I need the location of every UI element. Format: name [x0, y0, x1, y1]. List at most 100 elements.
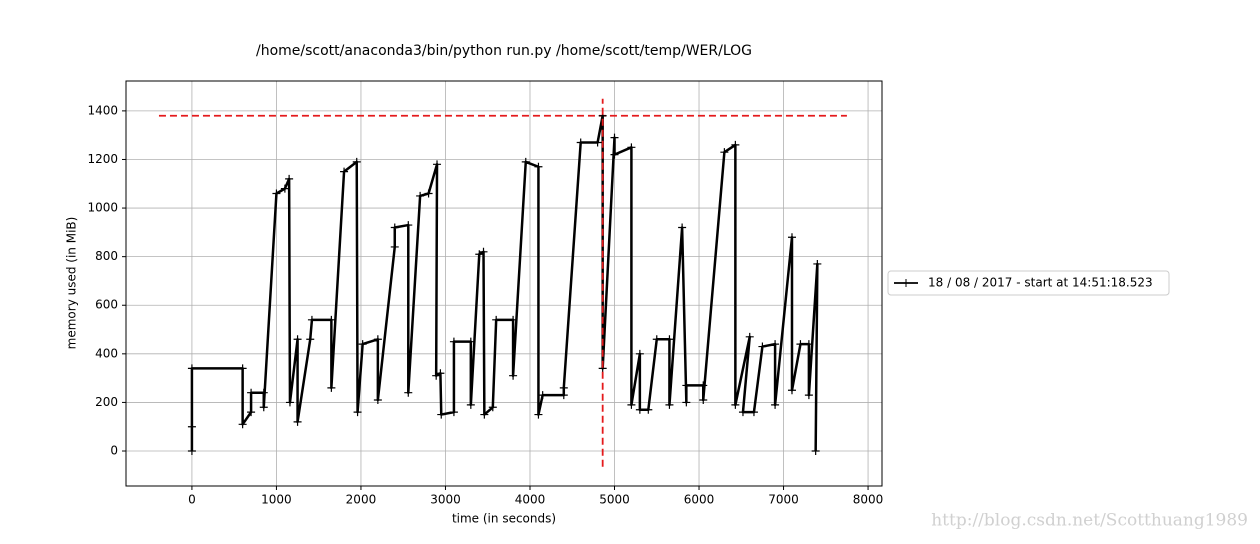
point-marker	[534, 162, 543, 171]
point-marker	[272, 189, 281, 198]
y-tick-label: 1200	[87, 152, 118, 166]
point-marker	[466, 400, 475, 409]
point-marker	[521, 157, 530, 166]
watermark: http://blog.csdn.net/Scotthuang1989	[931, 511, 1248, 531]
point-marker	[720, 148, 729, 157]
point-marker	[433, 160, 442, 169]
point-marker	[610, 133, 619, 142]
y-tick-label: 200	[95, 395, 118, 409]
point-marker	[610, 150, 619, 159]
point-marker	[492, 315, 501, 324]
point-marker	[538, 391, 547, 400]
point-marker	[307, 315, 316, 324]
point-marker	[475, 250, 484, 259]
point-marker	[749, 408, 758, 417]
point-marker	[813, 259, 822, 268]
point-marker	[699, 395, 708, 404]
point-marker	[811, 447, 820, 456]
point-marker	[534, 410, 543, 419]
point-marker	[738, 408, 747, 417]
point-marker	[665, 335, 674, 344]
point-marker	[259, 403, 268, 412]
x-tick-label: 7000	[768, 493, 799, 507]
point-marker	[796, 340, 805, 349]
point-marker	[644, 405, 653, 414]
point-marker	[187, 364, 196, 373]
point-marker	[436, 369, 445, 378]
point-marker	[627, 143, 636, 152]
y-tick-label: 1000	[87, 201, 118, 215]
point-marker	[635, 349, 644, 358]
point-marker	[327, 383, 336, 392]
point-marker	[390, 223, 399, 232]
point-marker	[466, 337, 475, 346]
point-marker	[652, 335, 661, 344]
point-marker	[373, 395, 382, 404]
point-marker	[306, 335, 315, 344]
point-marker	[678, 223, 687, 232]
y-tick-label: 800	[95, 249, 118, 263]
legend: 18 / 08 / 2017 - start at 14:51:18.523	[887, 270, 1170, 296]
point-marker	[699, 381, 708, 390]
point-marker	[352, 157, 361, 166]
point-marker	[804, 340, 813, 349]
point-marker	[437, 410, 446, 419]
point-marker	[238, 364, 247, 373]
point-marker	[559, 383, 568, 392]
point-marker	[247, 388, 256, 397]
legend-marker	[902, 279, 910, 287]
point-marker	[432, 371, 441, 380]
point-marker	[804, 391, 813, 400]
point-marker	[509, 371, 518, 380]
point-marker	[280, 184, 289, 193]
x-tick-label: 3000	[430, 493, 461, 507]
point-marker	[293, 417, 302, 426]
point-marker	[771, 340, 780, 349]
point-marker	[404, 388, 413, 397]
point-marker	[358, 340, 367, 349]
point-marker	[449, 337, 458, 346]
point-marker	[416, 191, 425, 200]
point-marker	[390, 242, 399, 251]
point-marker	[187, 422, 196, 431]
point-marker	[593, 138, 602, 147]
plot-frame	[125, 80, 883, 487]
point-marker	[682, 381, 691, 390]
point-marker	[285, 398, 294, 407]
point-marker	[285, 174, 294, 183]
legend-label: 18 / 08 / 2017 - start at 14:51:18.523	[928, 276, 1153, 290]
point-marker	[559, 391, 568, 400]
point-marker	[758, 342, 767, 351]
point-marker	[576, 138, 585, 147]
point-marker	[731, 400, 740, 409]
point-marker	[635, 405, 644, 414]
point-marker	[293, 335, 302, 344]
point-marker	[327, 315, 336, 324]
point-marker	[404, 221, 413, 230]
y-tick-label: 400	[95, 346, 118, 360]
point-marker	[353, 408, 362, 417]
x-tick-label: 2000	[346, 493, 377, 507]
point-marker	[682, 398, 691, 407]
point-marker	[665, 400, 674, 409]
point-marker	[238, 420, 247, 429]
point-marker	[731, 140, 740, 149]
point-marker	[480, 410, 489, 419]
x-tick-label: 8000	[853, 493, 884, 507]
point-marker	[340, 167, 349, 176]
y-tick-label: 1400	[87, 103, 118, 117]
point-marker	[449, 408, 458, 417]
point-marker	[787, 386, 796, 395]
point-marker	[509, 315, 518, 324]
y-axis-label: memory used (in MiB)	[65, 217, 79, 350]
x-tick-label: 6000	[684, 493, 715, 507]
point-marker	[187, 447, 196, 456]
x-tick-label: 4000	[515, 493, 546, 507]
point-marker	[259, 388, 268, 397]
point-marker	[479, 247, 488, 256]
legend-box	[887, 270, 1170, 296]
x-tick-label: 5000	[599, 493, 630, 507]
x-tick-label: 1000	[261, 493, 292, 507]
